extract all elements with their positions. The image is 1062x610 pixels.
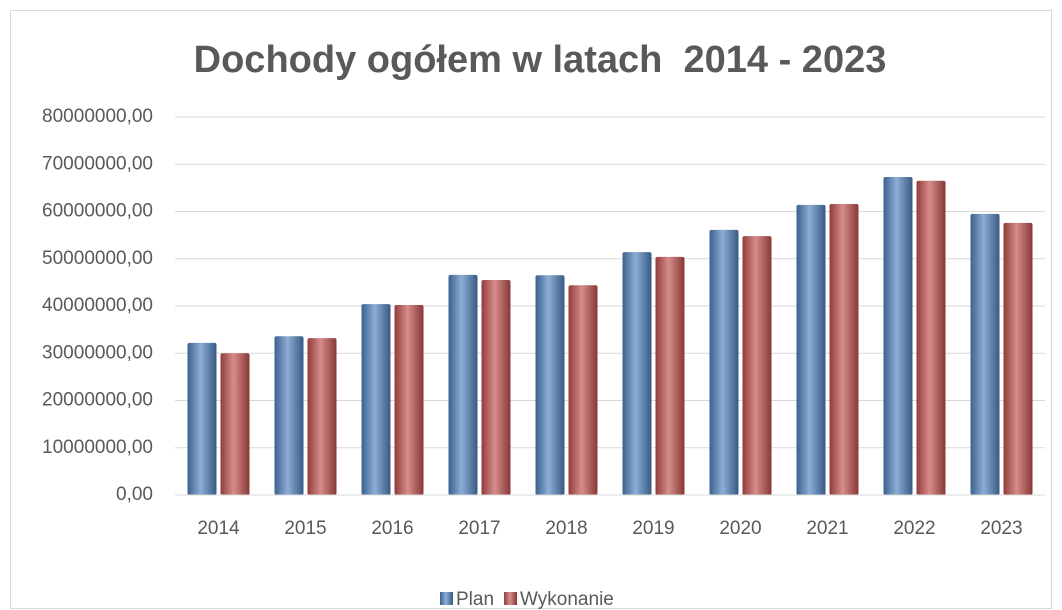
legend-label: Wykonanie — [520, 589, 614, 610]
bar — [274, 336, 304, 495]
y-tick-label: 40000000,00 — [42, 295, 153, 316]
x-tick-label: 2014 — [197, 518, 240, 539]
bar — [535, 275, 565, 495]
x-tick-label: 2017 — [458, 518, 500, 539]
bar — [568, 285, 598, 495]
bar — [187, 342, 217, 495]
legend-swatch — [504, 592, 518, 605]
chart-title: Dochody ogółem w latach 2014 - 2023 — [194, 39, 887, 81]
bar — [394, 305, 424, 495]
bar — [742, 236, 772, 495]
bar — [796, 204, 826, 495]
bar — [970, 213, 1000, 496]
y-tick-label: 20000000,00 — [42, 390, 153, 411]
bar — [307, 338, 337, 495]
bar — [1003, 222, 1033, 495]
y-tick-label: 60000000,00 — [42, 201, 153, 222]
bar — [220, 353, 250, 495]
x-tick-label: 2023 — [980, 518, 1022, 539]
x-tick-label: 2016 — [371, 518, 413, 539]
bar — [916, 180, 946, 495]
bar — [448, 274, 478, 495]
x-tick-label: 2021 — [806, 518, 848, 539]
y-tick-label: 10000000,00 — [42, 437, 153, 458]
bar — [709, 229, 739, 496]
bar — [361, 304, 391, 495]
y-tick-label: 70000000,00 — [42, 153, 153, 174]
bar — [481, 280, 511, 495]
chart-border — [10, 10, 1052, 609]
bar — [829, 203, 859, 495]
y-tick-label: 50000000,00 — [42, 248, 153, 269]
x-tick-label: 2015 — [284, 518, 326, 539]
x-tick-label: 2022 — [893, 518, 935, 539]
y-tick-label: 80000000,00 — [42, 106, 153, 127]
legend-label: Plan — [456, 589, 494, 610]
x-tick-label: 2019 — [632, 518, 674, 539]
bar — [655, 256, 685, 495]
y-tick-label: 30000000,00 — [42, 342, 153, 363]
bar — [883, 177, 913, 495]
x-tick-label: 2018 — [545, 518, 587, 539]
x-tick-label: 2020 — [719, 518, 761, 539]
legend-swatch — [440, 592, 453, 605]
y-tick-label: 0,00 — [116, 484, 153, 505]
bar — [622, 252, 652, 495]
